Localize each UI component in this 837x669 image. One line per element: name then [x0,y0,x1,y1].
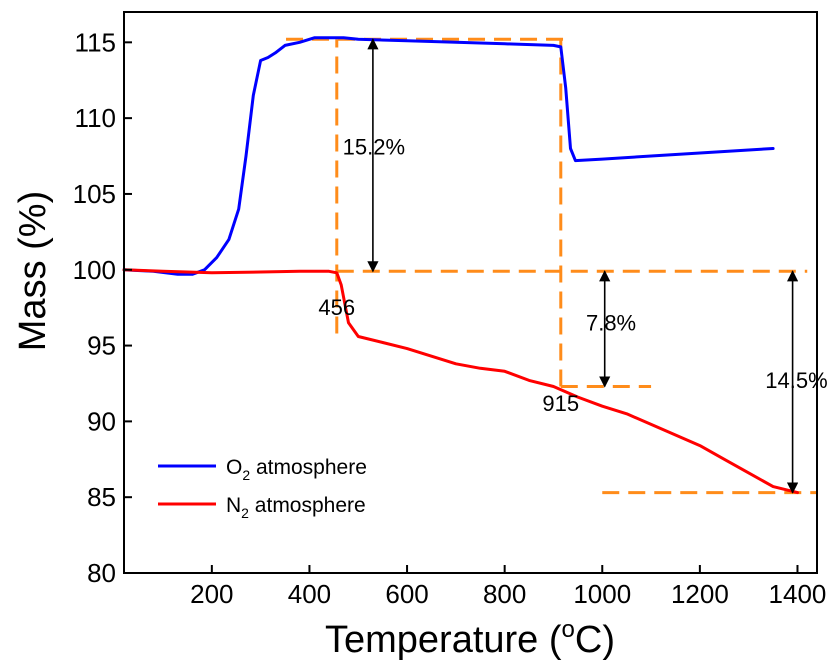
series-lines [122,36,799,495]
x-tick-label-600: 600 [385,579,428,609]
axes: 200 400 600 800 1000 1200 1400 80 85 90 95 100 105 11… [73,11,827,609]
x-axis-title-unit: C) [575,619,615,661]
annotation-4: 456 [318,295,355,320]
legend-label-part: 2 [242,467,250,483]
legend-label-part: O [226,456,242,479]
x-tick-label-800: 800 [483,579,526,609]
annotation-5: 915 [542,391,579,416]
y-tick-label-85: 85 [87,482,116,512]
y-tick-label-80: 80 [87,558,116,588]
series-line-1 [122,36,775,276]
x-tick-label-1200: 1200 [671,579,729,609]
series-line-2 [122,268,799,495]
y-tick-label-95: 95 [87,331,116,361]
y-tick-label-105: 105 [73,179,116,209]
y-tick-label-115: 115 [75,27,116,57]
x-tick-label-1400: 1400 [769,579,827,609]
legend-label-2: N2 atmosphere [226,494,366,521]
reference-lines [286,37,817,495]
annotation-2: 7.8% [586,310,636,335]
x-axis-title-degree: o [562,616,575,643]
x-axis-title: Temperature (oC) [325,616,615,661]
y-axis-title: Mass (%) [12,191,54,351]
legend-label-part: 2 [241,505,249,521]
x-tick-label-400: 400 [288,579,331,609]
x-tick-label-1000: 1000 [573,579,631,609]
legend-label-part: N [226,494,241,517]
annotation-1: 15.2% [343,135,405,160]
y-tick-label-110: 110 [75,103,116,133]
legend-label-part: atmosphere [250,456,367,479]
measurement-arrows [367,38,799,494]
x-tick-label-200: 200 [190,579,233,609]
legend-label-part: atmosphere [249,494,366,517]
y-tick-label-100: 100 [73,255,116,285]
legend-label-1: O2 atmosphere [226,456,367,483]
annotation-3: 14.5% [765,368,827,393]
annotations: 15.2% 7.8% 14.5% 456 915 [318,135,827,416]
x-axis-title-base: Temperature ( [325,619,562,661]
y-tick-label-90: 90 [87,406,116,436]
plot-frame [123,11,818,574]
